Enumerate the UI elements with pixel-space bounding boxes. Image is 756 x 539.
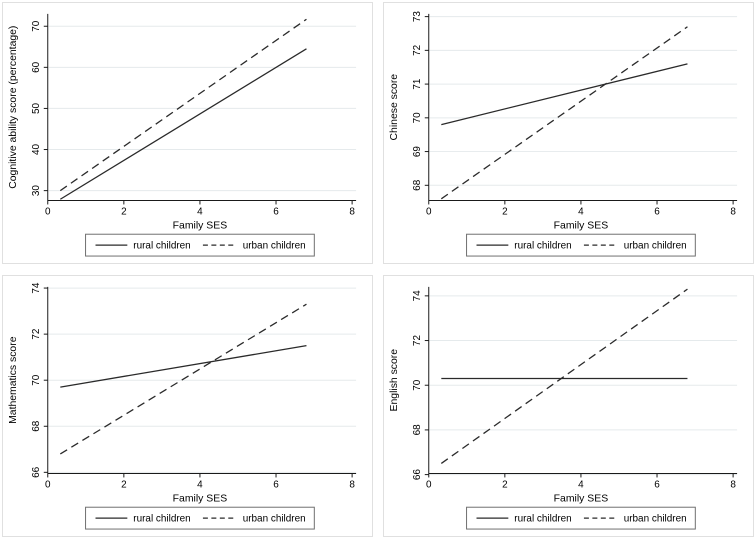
legend-box	[466, 506, 696, 530]
y-tick-label: 74	[412, 290, 423, 302]
x-tick-label: 2	[502, 479, 508, 490]
y-tick-label: 72	[412, 335, 423, 347]
y-tick-label: 40	[31, 144, 42, 156]
y-axis-title: English score	[389, 349, 400, 412]
legend-box	[466, 233, 696, 257]
urban-children-line	[59, 303, 307, 455]
y-tick-label: 68	[412, 179, 423, 191]
y-tick-label: 70	[31, 374, 42, 386]
english-score-chart: 66 68 70 72 74 0 2 4 6 8 English score Family SES ru…	[383, 275, 754, 537]
x-tick-label: 6	[654, 479, 660, 490]
y-tick-label: 30	[31, 185, 42, 197]
x-tick-label: 2	[121, 206, 127, 217]
cognitive-ability-chart-svg: 30 40 50 60 70 0 2 4 6 8 Cognitive ability score (…	[8, 13, 357, 257]
urban-children-line	[440, 26, 688, 200]
rural-children-line	[441, 63, 688, 126]
x-tick-label: 0	[426, 206, 432, 217]
legend-label-rural: rural children	[514, 514, 571, 525]
x-axis-title: Family SES	[554, 220, 609, 231]
x-tick-label: 8	[730, 479, 736, 490]
y-tick-label: 72	[412, 44, 423, 56]
legend-label-rural: rural children	[133, 241, 190, 252]
y-axis-title: Mathematics score	[8, 336, 19, 424]
legend-label-rural: rural children	[133, 514, 190, 525]
x-tick-label: 4	[197, 479, 203, 490]
y-tick-label: 71	[412, 78, 423, 90]
x-tick-label: 4	[578, 479, 584, 490]
legend-label-urban: urban children	[243, 514, 306, 525]
x-tick-label: 8	[349, 206, 355, 217]
y-tick-label: 50	[31, 102, 42, 114]
x-tick-label: 6	[273, 479, 279, 490]
y-tick-label: 66	[412, 469, 423, 481]
x-tick-label: 4	[578, 206, 584, 217]
x-axis-title: Family SES	[554, 493, 609, 504]
x-tick-label: 6	[654, 206, 660, 217]
x-tick-label: 0	[45, 206, 51, 217]
y-tick-label: 70	[412, 379, 423, 391]
legend-label-urban: urban children	[624, 514, 687, 525]
legend-label-urban: urban children	[624, 241, 687, 252]
y-tick-label: 66	[31, 466, 42, 478]
urban-children-line	[440, 288, 688, 464]
x-tick-label: 8	[349, 479, 355, 490]
y-tick-label: 60	[31, 61, 42, 73]
x-tick-label: 6	[273, 206, 279, 217]
y-tick-label: 74	[31, 282, 42, 294]
x-tick-label: 4	[197, 206, 203, 217]
x-tick-label: 2	[502, 206, 508, 217]
y-tick-label: 69	[412, 146, 423, 158]
y-axis-title: Cognitive ability score (percentage)	[8, 26, 19, 189]
y-tick-label: 72	[31, 328, 42, 340]
rural-children-line	[59, 48, 307, 200]
chinese-score-chart: 68 69 70 71 72 73 0 2 4 6 8 Chinese score Family SES…	[383, 2, 754, 264]
x-axis-title: Family SES	[173, 220, 228, 231]
x-tick-label: 0	[45, 479, 51, 490]
y-tick-label: 68	[412, 424, 423, 436]
y-tick-label: 68	[31, 420, 42, 432]
y-tick-label: 70	[412, 112, 423, 124]
y-tick-label: 73	[412, 11, 423, 23]
x-axis-title: Family SES	[173, 493, 228, 504]
rural-children-line	[60, 345, 307, 388]
legend-label-rural: rural children	[514, 241, 571, 252]
x-tick-label: 0	[426, 479, 432, 490]
mathematics-score-chart: 66 68 70 72 74 0 2 4 6 8 Mathematics score Family S…	[2, 275, 373, 537]
y-axis-title: Chinese score	[389, 74, 400, 141]
legend-box	[85, 233, 315, 257]
x-tick-label: 8	[730, 206, 736, 217]
legend-label-urban: urban children	[243, 241, 306, 252]
cognitive-ability-chart: 30 40 50 60 70 0 2 4 6 8 Cognitive ability score (…	[2, 2, 373, 264]
x-tick-label: 2	[121, 479, 127, 490]
urban-children-line	[59, 18, 307, 192]
y-tick-label: 70	[31, 20, 42, 32]
legend-box	[85, 506, 315, 530]
